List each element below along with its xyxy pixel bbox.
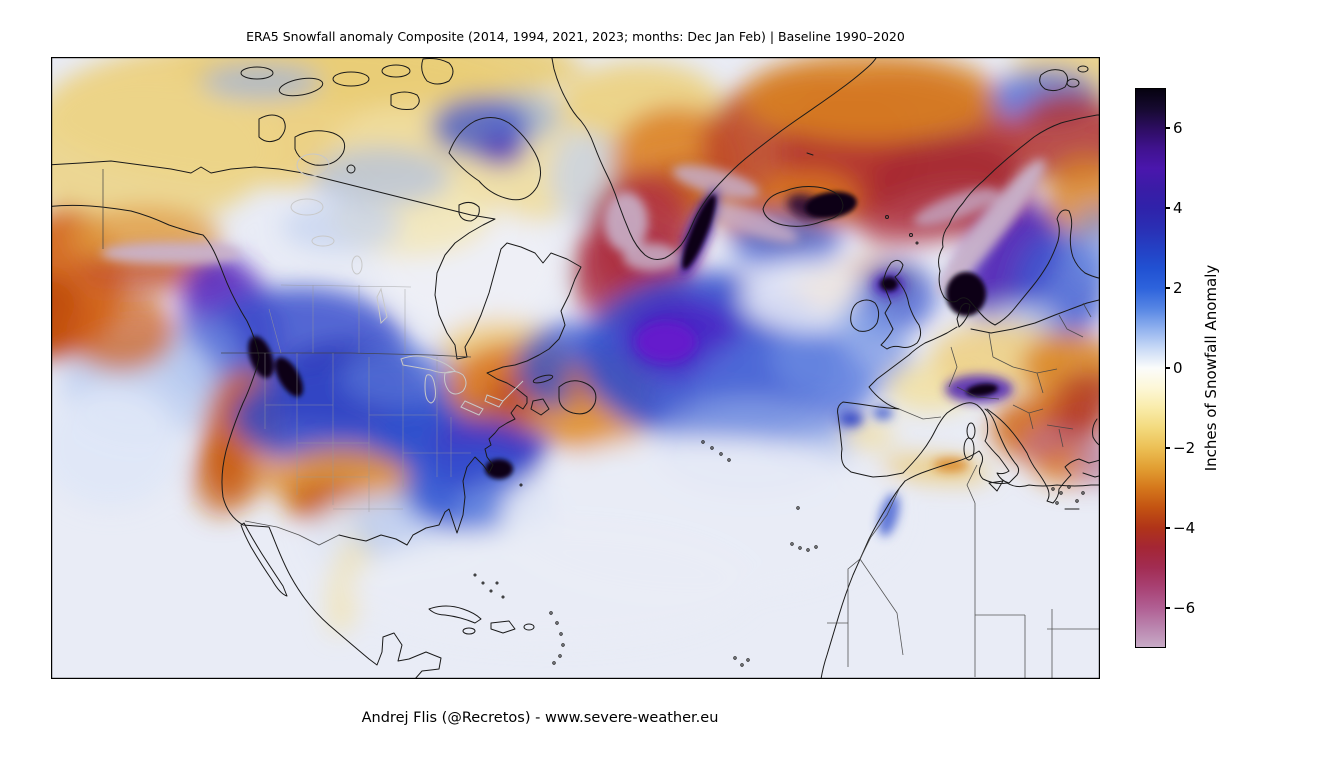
colorbar-tick-label: −4: [1173, 519, 1195, 537]
anomaly-map-svg: [51, 57, 1100, 679]
figure: ERA5 Snowfall anomaly Composite (2014, 1…: [0, 0, 1326, 773]
colorbar-tick-mark: [1166, 287, 1170, 288]
colorbar-tick-label: −6: [1173, 599, 1195, 617]
anomaly-map: [51, 57, 1100, 679]
colorbar-tick-mark: [1166, 207, 1170, 208]
map-title: ERA5 Snowfall anomaly Composite (2014, 1…: [51, 29, 1100, 44]
colorbar: [1135, 88, 1166, 648]
colorbar-tick-label: 4: [1173, 199, 1183, 217]
colorbar-tick-mark: [1166, 127, 1170, 128]
colorbar-tick-mark: [1166, 607, 1170, 608]
colorbar-axis-label: Inches of Snowfall Anomaly: [1202, 265, 1220, 472]
colorbar-tick-mark: [1166, 527, 1170, 528]
colorbar-tick-label: 0: [1173, 359, 1183, 377]
colorbar-tick-mark: [1166, 447, 1170, 448]
colorbar-tick-label: −2: [1173, 439, 1195, 457]
colorbar-tick-label: 2: [1173, 279, 1183, 297]
colorbar-tick-label: 6: [1173, 119, 1183, 137]
credit-text: Andrej Flis (@Recretos) - www.severe-wea…: [0, 710, 1080, 726]
colorbar-tick-mark: [1166, 367, 1170, 368]
